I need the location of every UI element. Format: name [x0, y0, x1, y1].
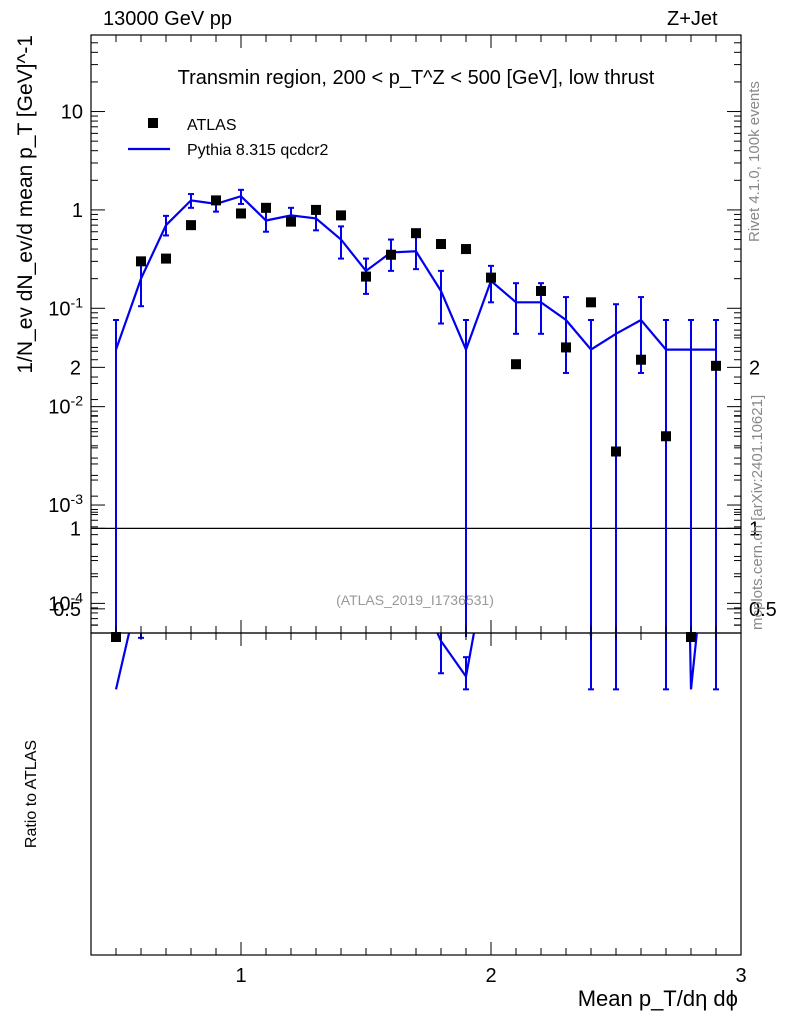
x-tick-label: 1	[235, 965, 246, 987]
header-collision-label: 13000 GeV pp	[103, 8, 232, 30]
atlas-point	[211, 195, 221, 206]
atlas-point	[461, 244, 471, 255]
ratio-tick-label-left: 0.5	[53, 599, 81, 621]
atlas-point	[586, 297, 596, 308]
y-tick-label: 10-3	[48, 491, 83, 517]
atlas-point	[711, 360, 721, 371]
atlas-point	[561, 342, 571, 353]
analysis-watermark: (ATLAS_2019_I1736531)	[336, 592, 494, 608]
y-tick-label: 10-2	[48, 393, 83, 419]
atlas-point	[436, 239, 446, 250]
atlas-point	[486, 272, 496, 283]
x-tick-label: 3	[735, 965, 746, 987]
y-tick-label: 10	[61, 102, 83, 124]
y-tick-label: 10-1	[48, 294, 83, 320]
atlas-point	[411, 228, 421, 239]
ratio-frame	[90, 632, 742, 956]
x-tick-label: 2	[485, 965, 496, 987]
atlas-point	[386, 249, 396, 260]
legend-atlas-marker	[148, 118, 158, 128]
y-tick-label: 1	[72, 200, 83, 222]
atlas-point	[236, 208, 246, 219]
atlas-point	[136, 256, 146, 267]
legend-pythia-label: Pythia 8.315 qcdcr2	[187, 142, 329, 159]
ratio-tick-label-right: 0.5	[749, 599, 777, 621]
atlas-point	[161, 253, 171, 264]
atlas-point	[536, 285, 546, 296]
rivet-version-label: Rivet 4.1.0, 100k events	[746, 81, 763, 242]
atlas-point	[311, 204, 321, 215]
ratio-tick-label-left: 1	[70, 518, 81, 540]
atlas-point	[361, 271, 371, 282]
ratio-tick-label-left: 2	[70, 357, 81, 379]
x-axis-label: Mean p_T/dη dϕ	[578, 986, 738, 1011]
chart-title: Transmin region, 200 < p_T^Z < 500 [GeV]…	[178, 67, 655, 89]
atlas-point	[511, 359, 521, 370]
ratio-mc-line	[114, 633, 698, 690]
y-tick-label: 10-4	[48, 589, 83, 615]
atlas-point	[336, 210, 346, 221]
header-process-label: Z+Jet	[667, 8, 718, 30]
atlas-point	[261, 202, 271, 213]
mcplots-label: mcplots.cern.ch [arXiv:2401.10621]	[749, 394, 766, 630]
pythia-line	[114, 194, 716, 353]
ratio-series	[114, 633, 719, 691]
ratio-tick-label-right: 1	[749, 518, 760, 540]
legend-atlas-label: ATLAS	[187, 117, 237, 134]
ratio-tick-label-right: 2	[749, 357, 760, 379]
ratio-axis-label: Ratio to ATLAS	[23, 740, 40, 848]
atlas-point	[636, 354, 646, 365]
atlas-point	[186, 220, 196, 231]
atlas-point	[286, 216, 296, 227]
y-axis-label: 1/N_ev dN_ev/d mean p_T [GeV]^-1	[14, 35, 37, 374]
atlas-point	[661, 431, 671, 442]
atlas-point	[611, 446, 621, 457]
